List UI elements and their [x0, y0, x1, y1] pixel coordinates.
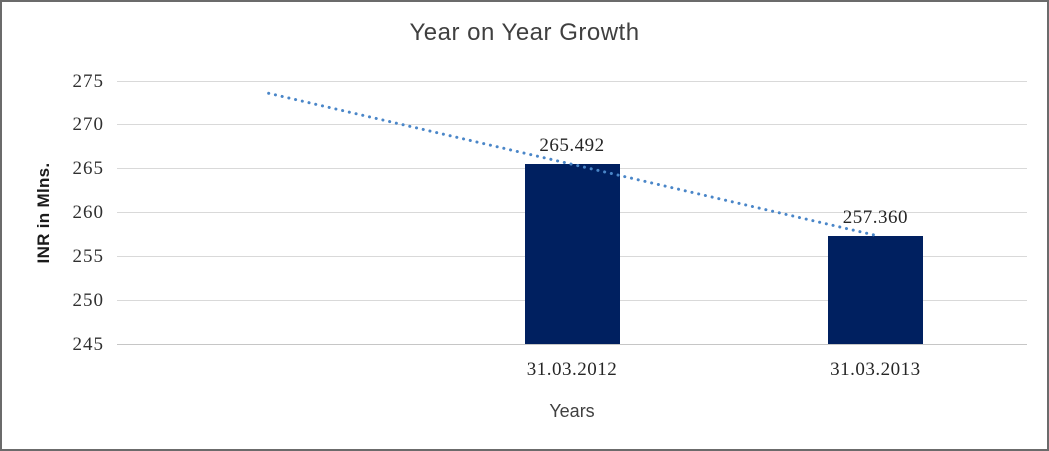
x-tick-label: 31.03.2013 — [830, 359, 921, 380]
bar-data-label: 257.360 — [842, 206, 908, 228]
gridline — [117, 343, 1027, 345]
y-tick-label: 265 — [72, 158, 104, 180]
bar — [524, 164, 620, 344]
y-tick-label: 255 — [72, 245, 104, 267]
y-tick-label: 250 — [72, 289, 104, 311]
x-tick-label: 31.03.2012 — [526, 359, 618, 380]
bar-data-label: 265.492 — [539, 135, 605, 157]
chart-title: Year on Year Growth — [409, 19, 640, 46]
x-axis-title: Years — [549, 401, 595, 421]
y-tick-label: 275 — [72, 70, 104, 92]
y-tick-label: 270 — [72, 114, 104, 136]
bar — [827, 235, 923, 344]
gridline — [117, 124, 1027, 126]
y-tick-label: 245 — [72, 333, 104, 355]
y-tick-label: 260 — [72, 202, 104, 223]
gridline — [117, 80, 1027, 82]
